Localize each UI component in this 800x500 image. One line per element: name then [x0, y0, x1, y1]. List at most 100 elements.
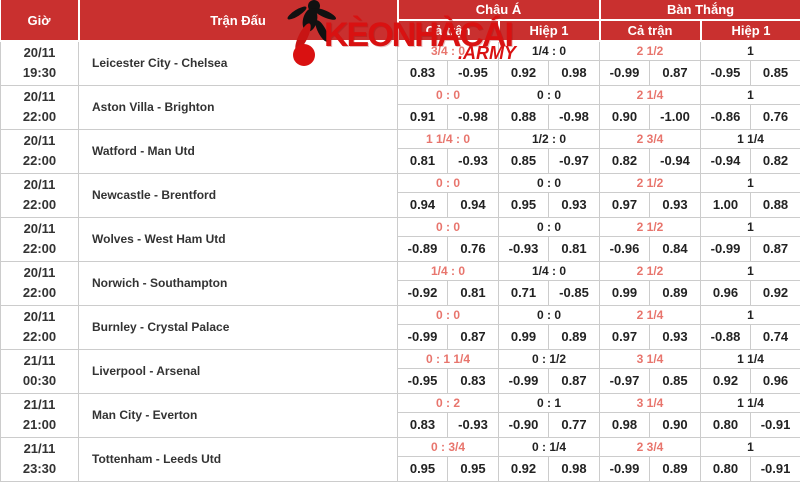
goals-fulltime-over-odds[interactable]: -0.99	[599, 455, 650, 482]
asian-half1-home-odds[interactable]: 0.85	[498, 147, 549, 174]
asian-fulltime-home-odds[interactable]: 0.81	[397, 147, 448, 174]
asian-half1-home-odds[interactable]: 0.92	[498, 59, 549, 86]
goals-fulltime-line[interactable]: 2 1/2	[599, 172, 701, 193]
match-teams-link[interactable]: Leicester City - Chelsea	[78, 40, 398, 86]
goals-fulltime-under-odds[interactable]: 0.89	[649, 279, 701, 306]
goals-fulltime-over-odds[interactable]: 0.98	[599, 411, 650, 438]
goals-fulltime-line[interactable]: 2 1/2	[599, 40, 701, 61]
goals-half1-line[interactable]: 1 1/4	[699, 348, 800, 369]
asian-fulltime-handicap-line[interactable]: 0 : 0	[397, 172, 499, 193]
goals-fulltime-line[interactable]: 2 1/4	[599, 84, 701, 105]
asian-half1-home-odds[interactable]: 0.99	[498, 323, 549, 350]
goals-fulltime-line[interactable]: 2 1/2	[599, 216, 701, 237]
asian-fulltime-away-odds[interactable]: -0.93	[447, 147, 499, 174]
asian-fulltime-away-odds[interactable]: 0.94	[447, 191, 499, 218]
asian-fulltime-handicap-line[interactable]: 0 : 0	[397, 216, 499, 237]
goals-half1-over-odds[interactable]: -0.99	[700, 235, 751, 262]
asian-half1-home-odds[interactable]: 0.92	[498, 455, 549, 482]
asian-half1-home-odds[interactable]: -0.99	[498, 367, 549, 394]
match-teams-link[interactable]: Wolves - West Ham Utd	[78, 216, 398, 262]
goals-half1-under-odds[interactable]: 0.85	[749, 59, 800, 86]
goals-fulltime-over-odds[interactable]: -0.99	[599, 59, 650, 86]
asian-fulltime-home-odds[interactable]: 0.94	[397, 191, 448, 218]
asian-half1-away-odds[interactable]: -0.85	[548, 279, 600, 306]
asian-half1-away-odds[interactable]: 0.87	[548, 367, 600, 394]
goals-fulltime-under-odds[interactable]: 0.93	[649, 191, 701, 218]
goals-half1-over-odds[interactable]: 0.80	[700, 455, 751, 482]
asian-half1-home-odds[interactable]: -0.93	[498, 235, 549, 262]
asian-fulltime-handicap-line[interactable]: 3/4 : 0	[397, 40, 499, 61]
asian-fulltime-handicap-line[interactable]: 0 : 3/4	[397, 436, 499, 457]
goals-fulltime-under-odds[interactable]: -1.00	[649, 103, 701, 130]
asian-half1-handicap-line[interactable]: 0 : 1/4	[498, 436, 600, 457]
match-teams-link[interactable]: Tottenham - Leeds Utd	[78, 436, 398, 482]
asian-half1-home-odds[interactable]: 0.71	[498, 279, 549, 306]
goals-half1-line[interactable]: 1	[699, 260, 800, 281]
asian-half1-handicap-line[interactable]: 0 : 0	[498, 304, 600, 325]
match-teams-link[interactable]: Norwich - Southampton	[78, 260, 398, 306]
asian-fulltime-home-odds[interactable]: -0.92	[397, 279, 448, 306]
goals-half1-under-odds[interactable]: 0.96	[749, 367, 800, 394]
match-teams-link[interactable]: Aston Villa - Brighton	[78, 84, 398, 130]
match-teams-link[interactable]: Watford - Man Utd	[78, 128, 398, 174]
goals-half1-over-odds[interactable]: -0.94	[700, 147, 751, 174]
match-teams-link[interactable]: Liverpool - Arsenal	[78, 348, 398, 394]
asian-fulltime-handicap-line[interactable]: 1/4 : 0	[397, 260, 499, 281]
asian-half1-away-odds[interactable]: 0.93	[548, 191, 600, 218]
goals-half1-line[interactable]: 1	[699, 172, 800, 193]
asian-half1-handicap-line[interactable]: 1/4 : 0	[498, 260, 600, 281]
asian-fulltime-home-odds[interactable]: -0.89	[397, 235, 448, 262]
asian-fulltime-home-odds[interactable]: 0.95	[397, 455, 448, 482]
match-teams-link[interactable]: Burnley - Crystal Palace	[78, 304, 398, 350]
asian-fulltime-home-odds[interactable]: 0.83	[397, 59, 448, 86]
asian-half1-handicap-line[interactable]: 0 : 0	[498, 172, 600, 193]
goals-fulltime-line[interactable]: 2 1/2	[599, 260, 701, 281]
goals-fulltime-over-odds[interactable]: 0.97	[599, 323, 650, 350]
asian-half1-away-odds[interactable]: 0.98	[548, 59, 600, 86]
goals-half1-under-odds[interactable]: 0.88	[749, 191, 800, 218]
goals-half1-over-odds[interactable]: -0.95	[700, 59, 751, 86]
asian-fulltime-away-odds[interactable]: 0.76	[447, 235, 499, 262]
asian-fulltime-away-odds[interactable]: 0.87	[447, 323, 499, 350]
asian-fulltime-away-odds[interactable]: -0.98	[447, 103, 499, 130]
asian-fulltime-handicap-line[interactable]: 0 : 2	[397, 392, 499, 413]
goals-half1-over-odds[interactable]: -0.86	[700, 103, 751, 130]
goals-half1-line[interactable]: 1 1/4	[699, 392, 800, 413]
asian-fulltime-home-odds[interactable]: -0.95	[397, 367, 448, 394]
asian-half1-handicap-line[interactable]: 1/4 : 0	[498, 40, 600, 61]
goals-fulltime-line[interactable]: 2 1/4	[599, 304, 701, 325]
goals-half1-line[interactable]: 1	[699, 216, 800, 237]
goals-fulltime-under-odds[interactable]: 0.87	[649, 59, 701, 86]
goals-fulltime-line[interactable]: 3 1/4	[599, 348, 701, 369]
goals-half1-under-odds[interactable]: -0.91	[749, 455, 800, 482]
asian-half1-home-odds[interactable]: 0.88	[498, 103, 549, 130]
asian-fulltime-handicap-line[interactable]: 0 : 1 1/4	[397, 348, 499, 369]
asian-half1-handicap-line[interactable]: 1/2 : 0	[498, 128, 600, 149]
goals-half1-line[interactable]: 1	[699, 40, 800, 61]
goals-fulltime-under-odds[interactable]: 0.89	[649, 455, 701, 482]
asian-fulltime-away-odds[interactable]: 0.81	[447, 279, 499, 306]
asian-fulltime-home-odds[interactable]: -0.99	[397, 323, 448, 350]
asian-half1-away-odds[interactable]: 0.81	[548, 235, 600, 262]
asian-half1-home-odds[interactable]: 0.95	[498, 191, 549, 218]
goals-half1-over-odds[interactable]: 0.92	[700, 367, 751, 394]
asian-fulltime-away-odds[interactable]: 0.83	[447, 367, 499, 394]
goals-fulltime-over-odds[interactable]: 0.82	[599, 147, 650, 174]
goals-half1-line[interactable]: 1 1/4	[699, 128, 800, 149]
goals-fulltime-under-odds[interactable]: 0.90	[649, 411, 701, 438]
goals-fulltime-line[interactable]: 2 3/4	[599, 436, 701, 457]
goals-fulltime-under-odds[interactable]: 0.85	[649, 367, 701, 394]
asian-half1-handicap-line[interactable]: 0 : 1/2	[498, 348, 600, 369]
asian-fulltime-away-odds[interactable]: 0.95	[447, 455, 499, 482]
match-teams-link[interactable]: Man City - Everton	[78, 392, 398, 438]
goals-fulltime-over-odds[interactable]: 0.99	[599, 279, 650, 306]
goals-fulltime-under-odds[interactable]: -0.94	[649, 147, 701, 174]
asian-fulltime-home-odds[interactable]: 0.83	[397, 411, 448, 438]
goals-half1-over-odds[interactable]: -0.88	[700, 323, 751, 350]
asian-half1-away-odds[interactable]: 0.89	[548, 323, 600, 350]
goals-fulltime-line[interactable]: 2 3/4	[599, 128, 701, 149]
goals-half1-under-odds[interactable]: 0.82	[749, 147, 800, 174]
goals-half1-line[interactable]: 1	[699, 436, 800, 457]
goals-fulltime-over-odds[interactable]: 0.90	[599, 103, 650, 130]
goals-fulltime-under-odds[interactable]: 0.84	[649, 235, 701, 262]
